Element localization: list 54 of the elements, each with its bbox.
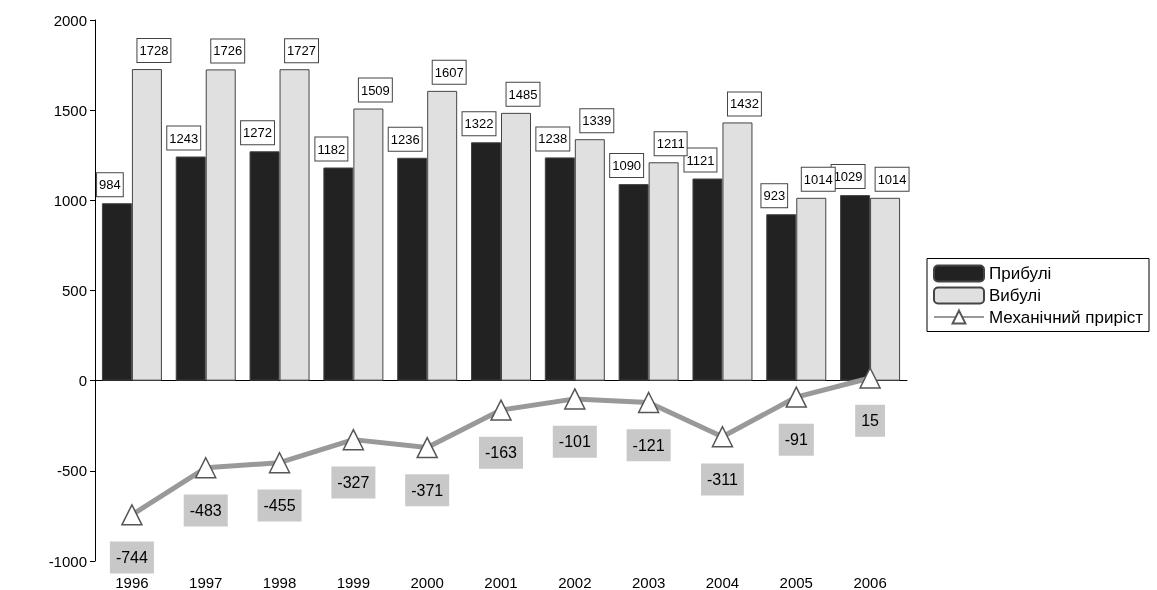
data-label: -311 <box>707 471 738 488</box>
data-label: -371 <box>411 481 444 499</box>
legend-label: Механічний приріст <box>989 307 1144 327</box>
x-tick-label: 2005 <box>779 574 813 590</box>
data-label: 15 <box>861 412 880 430</box>
y-tick-label: -1000 <box>48 552 87 570</box>
data-label: 1272 <box>243 125 273 141</box>
data-label: 1121 <box>686 152 715 168</box>
data-label: 1014 <box>803 171 833 187</box>
data-label: 1339 <box>582 113 612 129</box>
data-label: 984 <box>99 177 121 193</box>
data-label: 1236 <box>390 131 420 147</box>
legend-label: Вибулі <box>989 286 1042 305</box>
data-label: 1014 <box>877 171 907 187</box>
data-label: -91 <box>784 431 808 449</box>
y-tick-label: 2000 <box>53 11 87 29</box>
legend-label: Прибулі <box>989 264 1052 283</box>
x-tick-label: 1998 <box>262 574 297 590</box>
data-label: 1509 <box>360 82 390 98</box>
data-label: 1211 <box>656 136 685 152</box>
data-label: 1485 <box>508 86 538 102</box>
y-tick-label: 500 <box>61 282 87 299</box>
data-label: -163 <box>484 444 518 462</box>
x-tick-label: 2002 <box>558 574 592 590</box>
y-tick-label: 1000 <box>53 191 87 209</box>
data-label: -744 <box>115 549 149 567</box>
x-tick-label: 2004 <box>705 574 740 590</box>
x-tick-label: 2003 <box>631 574 666 590</box>
data-label: 1238 <box>538 131 568 147</box>
x-tick-label: 1996 <box>115 574 149 590</box>
data-label: 1322 <box>464 116 494 132</box>
y-tick-label: -500 <box>56 462 87 480</box>
data-label: 1029 <box>833 169 863 185</box>
data-label: -101 <box>558 433 591 451</box>
data-label: 1090 <box>612 158 642 174</box>
data-label: 1182 <box>317 141 346 157</box>
data-label: -483 <box>189 502 222 520</box>
data-label: -121 <box>632 436 665 454</box>
y-tick-label: 1500 <box>53 101 87 119</box>
x-tick-label: 1999 <box>336 574 371 590</box>
x-tick-label: 2006 <box>853 574 887 590</box>
data-label: 923 <box>763 188 786 204</box>
y-tick-label: 0 <box>78 372 87 390</box>
x-tick-label: 2000 <box>410 574 444 590</box>
data-label: 1243 <box>169 130 199 146</box>
data-label: -455 <box>263 496 296 514</box>
data-label: 1726 <box>213 43 243 59</box>
x-tick-label: 1997 <box>189 574 223 590</box>
data-label: 1607 <box>434 64 464 80</box>
x-tick-label: 2001 <box>484 574 518 590</box>
data-label: 1728 <box>139 43 169 59</box>
data-label: 1727 <box>287 43 317 59</box>
data-label: -327 <box>337 473 370 491</box>
data-label: 1432 <box>729 96 759 112</box>
